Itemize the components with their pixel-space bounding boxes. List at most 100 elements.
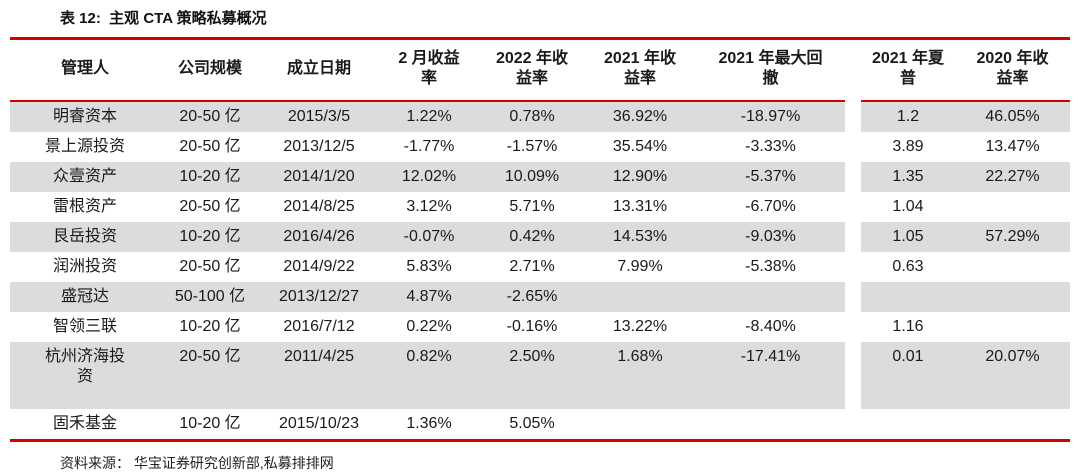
cell-2021-maxdrawdown: -6.70% — [745, 198, 796, 215]
cell-manager: 艮岳投资 — [10, 222, 160, 252]
table-block-gutter — [845, 222, 861, 252]
cell-2021-return: 36.92% — [584, 101, 696, 132]
cell-2021-sharpe: 1.35 — [861, 162, 955, 192]
cell-2020-return: 57.29% — [955, 222, 1070, 252]
table-row: 艮岳投资 10-20 亿 2016/4/26 -0.07% 0.42% 14.5… — [10, 222, 1070, 252]
cell-feb-return: 3.12% — [406, 198, 452, 215]
cell-company-scale: 10-20 亿 — [160, 409, 260, 442]
table-row: 固禾基金 10-20 亿 2015/10/23 1.36% 5.05% — [10, 409, 1070, 442]
col-header-2021-sharpe: 2021 年夏 普 — [861, 37, 955, 102]
cell-2022-return: -1.57% — [506, 138, 558, 155]
table-block-gutter — [845, 282, 861, 312]
cell-2022-return: -0.16% — [506, 318, 558, 335]
cell-feb-return: 4.87% — [378, 282, 480, 312]
cell-2021-return: 7.99% — [617, 258, 663, 275]
cell-2021-maxdrawdown: -3.33% — [745, 138, 796, 155]
cell-2021-return: 13.31% — [612, 198, 668, 215]
col-header-feb-return: 2 月收益 率 — [378, 37, 480, 102]
cell-feb-return: -1.77% — [403, 138, 455, 155]
col-header-2022-return: 2022 年收 益率 — [480, 37, 584, 102]
cell-founding-date: 2013/12/5 — [283, 138, 355, 155]
cell-2022-return: 5.71% — [509, 198, 555, 215]
table-block-gutter — [845, 162, 861, 192]
cell-2020-return — [955, 409, 1070, 442]
cell-2022-return: -2.65% — [480, 282, 584, 312]
table-row: 景上源投资 20-50 亿 2013/12/5 -1.77% -1.57% 35… — [10, 132, 1070, 162]
cell-company-scale: 10-20 亿 — [160, 222, 260, 252]
cell-founding-date: 2016/7/12 — [283, 318, 355, 335]
table-row: 盛冠达 50-100 亿 2013/12/27 4.87% -2.65% — [10, 282, 1070, 312]
cell-manager: 景上源投资 — [44, 138, 125, 155]
table-block-gutter — [845, 342, 861, 409]
table-row: 众壹资产 10-20 亿 2014/1/20 12.02% 10.09% 12.… — [10, 162, 1070, 192]
col-header-2020-return: 2020 年收 益率 — [955, 37, 1070, 102]
cell-founding-date: 2014/8/25 — [283, 198, 355, 215]
cell-2021-sharpe: 0.01 — [861, 342, 955, 409]
cell-manager: 智领三联 — [52, 318, 117, 335]
cell-2021-maxdrawdown — [696, 409, 845, 442]
cell-2021-return: 1.68% — [584, 342, 696, 409]
table-block-gutter — [845, 132, 861, 162]
cell-2020-return — [955, 252, 1070, 282]
cell-2020-return: 46.05% — [955, 101, 1070, 132]
cell-2022-return: 0.42% — [480, 222, 584, 252]
cell-company-scale: 50-100 亿 — [160, 282, 260, 312]
table-row: 智领三联 10-20 亿 2016/7/12 0.22% -0.16% 13.2… — [10, 312, 1070, 342]
cell-feb-return: 0.22% — [406, 318, 452, 335]
cell-founding-date: 2014/9/22 — [283, 258, 355, 275]
cell-2022-return: 2.71% — [509, 258, 555, 275]
cell-company-scale: 10-20 亿 — [179, 318, 241, 335]
source-note: 资料来源： 华宝证券研究创新部,私募排排网 — [60, 455, 334, 471]
cta-fund-table: 管理人 公司规模 成立日期 2 月收益 率 2022 年收 益率 2021 年收… — [10, 37, 1070, 442]
cell-manager: 盛冠达 — [10, 282, 160, 312]
table-row: 明睿资本 20-50 亿 2015/3/5 1.22% 0.78% 36.92%… — [10, 101, 1070, 132]
cell-2021-return: 13.22% — [612, 318, 668, 335]
table-block-gutter — [845, 101, 861, 132]
cell-2021-return — [584, 409, 696, 442]
cell-founding-date: 2015/10/23 — [260, 409, 378, 442]
cell-manager: 固禾基金 — [10, 409, 160, 442]
cell-2021-maxdrawdown: -17.41% — [696, 342, 845, 409]
cell-company-scale: 20-50 亿 — [179, 198, 241, 215]
cell-company-scale: 20-50 亿 — [160, 101, 260, 132]
table-block-gutter — [845, 37, 861, 101]
cell-2021-sharpe: 1.04 — [892, 198, 924, 215]
cell-2021-return — [584, 282, 696, 312]
cell-2021-maxdrawdown: -5.38% — [745, 258, 796, 275]
cell-2021-sharpe: 0.63 — [892, 258, 924, 275]
table-block-gutter — [845, 409, 861, 442]
cell-2020-return — [955, 192, 1070, 222]
report-table-figure: 表 12: 主观 CTA 策略私募概况 管理人 公司规模 成立日期 2 月收益 … — [0, 7, 1080, 473]
cell-manager: 明睿资本 — [10, 101, 160, 132]
cell-2021-sharpe: 1.16 — [892, 318, 924, 335]
cell-2022-return: 0.78% — [480, 101, 584, 132]
col-header-manager: 管理人 — [10, 37, 160, 102]
cell-2020-return: 22.27% — [955, 162, 1070, 192]
cell-2021-sharpe — [861, 409, 955, 442]
table-row: 雷根资产 20-50 亿 2014/8/25 3.12% 5.71% 13.31… — [10, 192, 1070, 222]
cell-2022-return: 10.09% — [480, 162, 584, 192]
cell-2021-sharpe: 1.2 — [861, 101, 955, 132]
table-block-gutter — [845, 192, 861, 222]
cell-manager: 雷根资产 — [52, 198, 117, 215]
cell-2020-return — [955, 282, 1070, 312]
table-title: 表 12: 主观 CTA 策略私募概况 — [60, 10, 267, 27]
table-row: 杭州济海投 资 20-50 亿 2011/4/25 0.82% 2.50% 1.… — [10, 342, 1070, 409]
cell-founding-date: 2014/1/20 — [260, 162, 378, 192]
cell-2021-return: 14.53% — [584, 222, 696, 252]
col-header-founding-date: 成立日期 — [260, 37, 378, 102]
cell-feb-return: 1.36% — [378, 409, 480, 442]
table-block-gutter — [845, 252, 861, 282]
cell-company-scale: 20-50 亿 — [179, 138, 241, 155]
table-block-gutter — [845, 312, 861, 342]
cell-company-scale: 20-50 亿 — [160, 342, 260, 409]
cell-2021-sharpe: 1.05 — [861, 222, 955, 252]
cell-2021-return: 35.54% — [612, 138, 668, 155]
cell-2021-maxdrawdown — [696, 282, 845, 312]
cell-2020-return — [955, 312, 1070, 342]
cell-2021-sharpe — [861, 282, 955, 312]
cell-company-scale: 10-20 亿 — [160, 162, 260, 192]
cell-2020-return: 13.47% — [985, 138, 1040, 155]
cell-feb-return: 5.83% — [406, 258, 452, 275]
cell-2021-maxdrawdown: -8.40% — [745, 318, 796, 335]
